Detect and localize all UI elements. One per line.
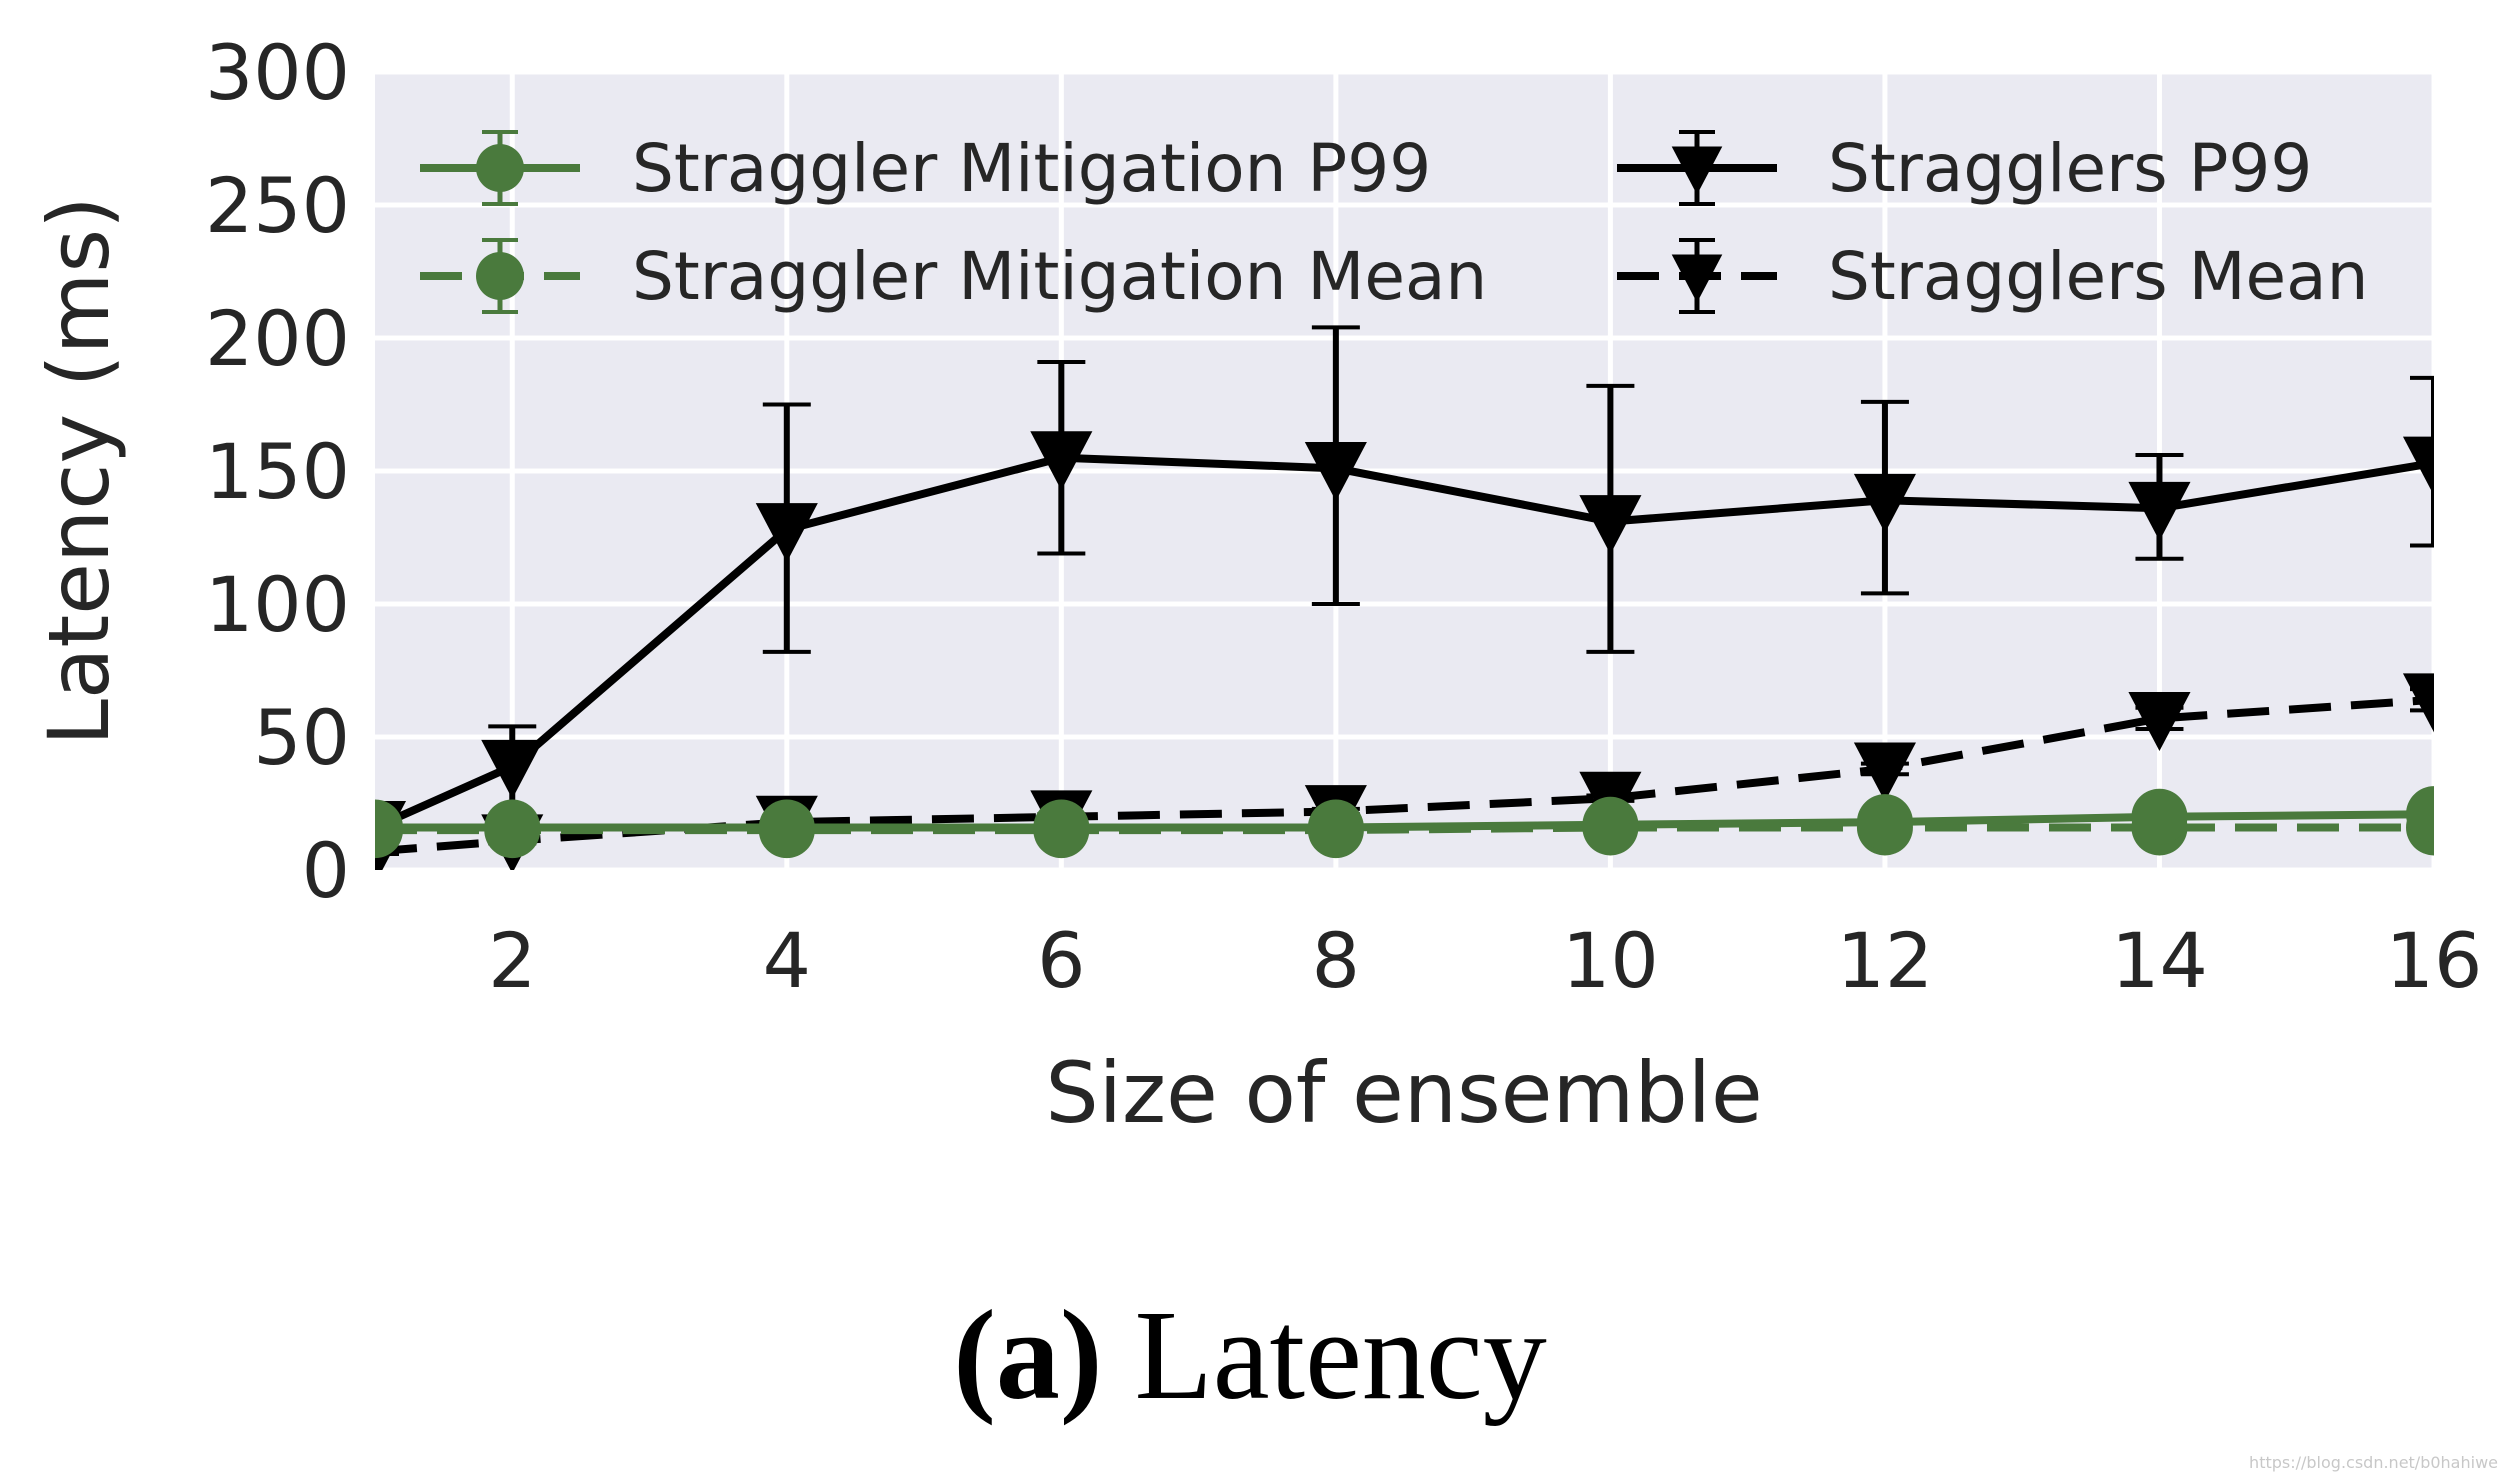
legend-entry-stragglers-p99: Stragglers P99 xyxy=(1617,130,2312,207)
point-straggler-mitigation-p99-12 xyxy=(1856,794,1913,851)
y-tick-label-0: 0 xyxy=(302,826,350,915)
x-tick-labels: 2 4 6 8 10 12 14 16 xyxy=(488,916,2482,1005)
y-tick-label-250: 250 xyxy=(205,161,350,250)
point-stragglers-p99-6 xyxy=(1030,431,1093,491)
legend: Straggler Mitigation P99 Straggler Mitiga… xyxy=(420,130,2368,315)
legend-marker-straggler-mitigation-mean xyxy=(476,252,524,300)
point-stragglers-p99-2 xyxy=(481,739,544,799)
legend-label-stragglers-p99: Stragglers P99 xyxy=(1828,130,2312,207)
series-stragglers-p99 xyxy=(375,325,2434,861)
legend-entry-stragglers-mean: Stragglers Mean xyxy=(1617,238,2368,315)
legend-label-straggler-mitigation-p99: Straggler Mitigation P99 xyxy=(632,130,1431,207)
point-stragglers-p99-10 xyxy=(1579,495,1642,555)
point-straggler-mitigation-p99-16 xyxy=(2406,786,2434,843)
x-tick-label-14: 14 xyxy=(2111,916,2208,1005)
y-tick-labels: 0 50 100 150 200 250 300 xyxy=(205,28,350,915)
point-stragglers-mean-14 xyxy=(2128,691,2191,751)
point-stragglers-p99-14 xyxy=(2128,481,2191,541)
point-stragglers-mean-16 xyxy=(2402,673,2434,733)
legend-marker-stragglers-mean xyxy=(1671,254,1723,303)
point-straggler-mitigation-p99-1 xyxy=(375,799,403,856)
legend-label-straggler-mitigation-mean: Straggler Mitigation Mean xyxy=(632,238,1487,315)
point-straggler-mitigation-p99-2 xyxy=(484,799,541,856)
legend-label-stragglers-mean: Stragglers Mean xyxy=(1828,238,2368,315)
x-axis-label: Size of ensemble xyxy=(1045,1044,1762,1142)
legend-marker-stragglers-p99 xyxy=(1671,146,1723,195)
caption: (a) Latency xyxy=(953,1284,1546,1426)
point-straggler-mitigation-p99-10 xyxy=(1582,796,1639,853)
x-tick-label-12: 12 xyxy=(1837,916,1934,1005)
legend-entry-straggler-mitigation-p99: Straggler Mitigation P99 xyxy=(420,130,1431,207)
point-straggler-mitigation-p99-4 xyxy=(758,799,815,856)
point-stragglers-p99-4 xyxy=(755,503,818,563)
y-tick-label-150: 150 xyxy=(205,427,350,516)
x-tick-label-4: 4 xyxy=(763,916,811,1005)
x-tick-label-16: 16 xyxy=(2386,916,2483,1005)
legend-entry-straggler-mitigation-mean: Straggler Mitigation Mean xyxy=(420,238,1487,315)
y-tick-label-200: 200 xyxy=(205,294,350,383)
series-layer xyxy=(375,325,2434,870)
point-stragglers-p99-16 xyxy=(2402,436,2434,496)
watermark: https://blog.csdn.net/b0hahiwe xyxy=(2249,1453,2498,1472)
point-stragglers-p99-12 xyxy=(1853,473,1916,533)
y-tick-label-300: 300 xyxy=(205,28,350,117)
caption-prefix: (a) xyxy=(953,1284,1102,1426)
legend-marker-straggler-mitigation-p99 xyxy=(476,144,524,192)
y-axis-label: Latency (ms) xyxy=(30,196,128,746)
point-stragglers-mean-12 xyxy=(1853,742,1916,802)
series-straggler-mitigation-p99 xyxy=(375,786,2434,856)
x-tick-label-6: 6 xyxy=(1037,916,1085,1005)
x-tick-label-8: 8 xyxy=(1312,916,1360,1005)
x-tick-label-10: 10 xyxy=(1562,916,1659,1005)
caption-text: Latency xyxy=(1103,1284,1547,1426)
y-tick-label-50: 50 xyxy=(253,693,350,782)
y-tick-label-100: 100 xyxy=(205,560,350,649)
x-tick-label-2: 2 xyxy=(488,916,536,1005)
point-stragglers-p99-8 xyxy=(1304,441,1367,501)
point-straggler-mitigation-p99-14 xyxy=(2131,788,2188,845)
point-straggler-mitigation-p99-6 xyxy=(1033,799,1090,856)
point-straggler-mitigation-p99-8 xyxy=(1307,799,1364,856)
